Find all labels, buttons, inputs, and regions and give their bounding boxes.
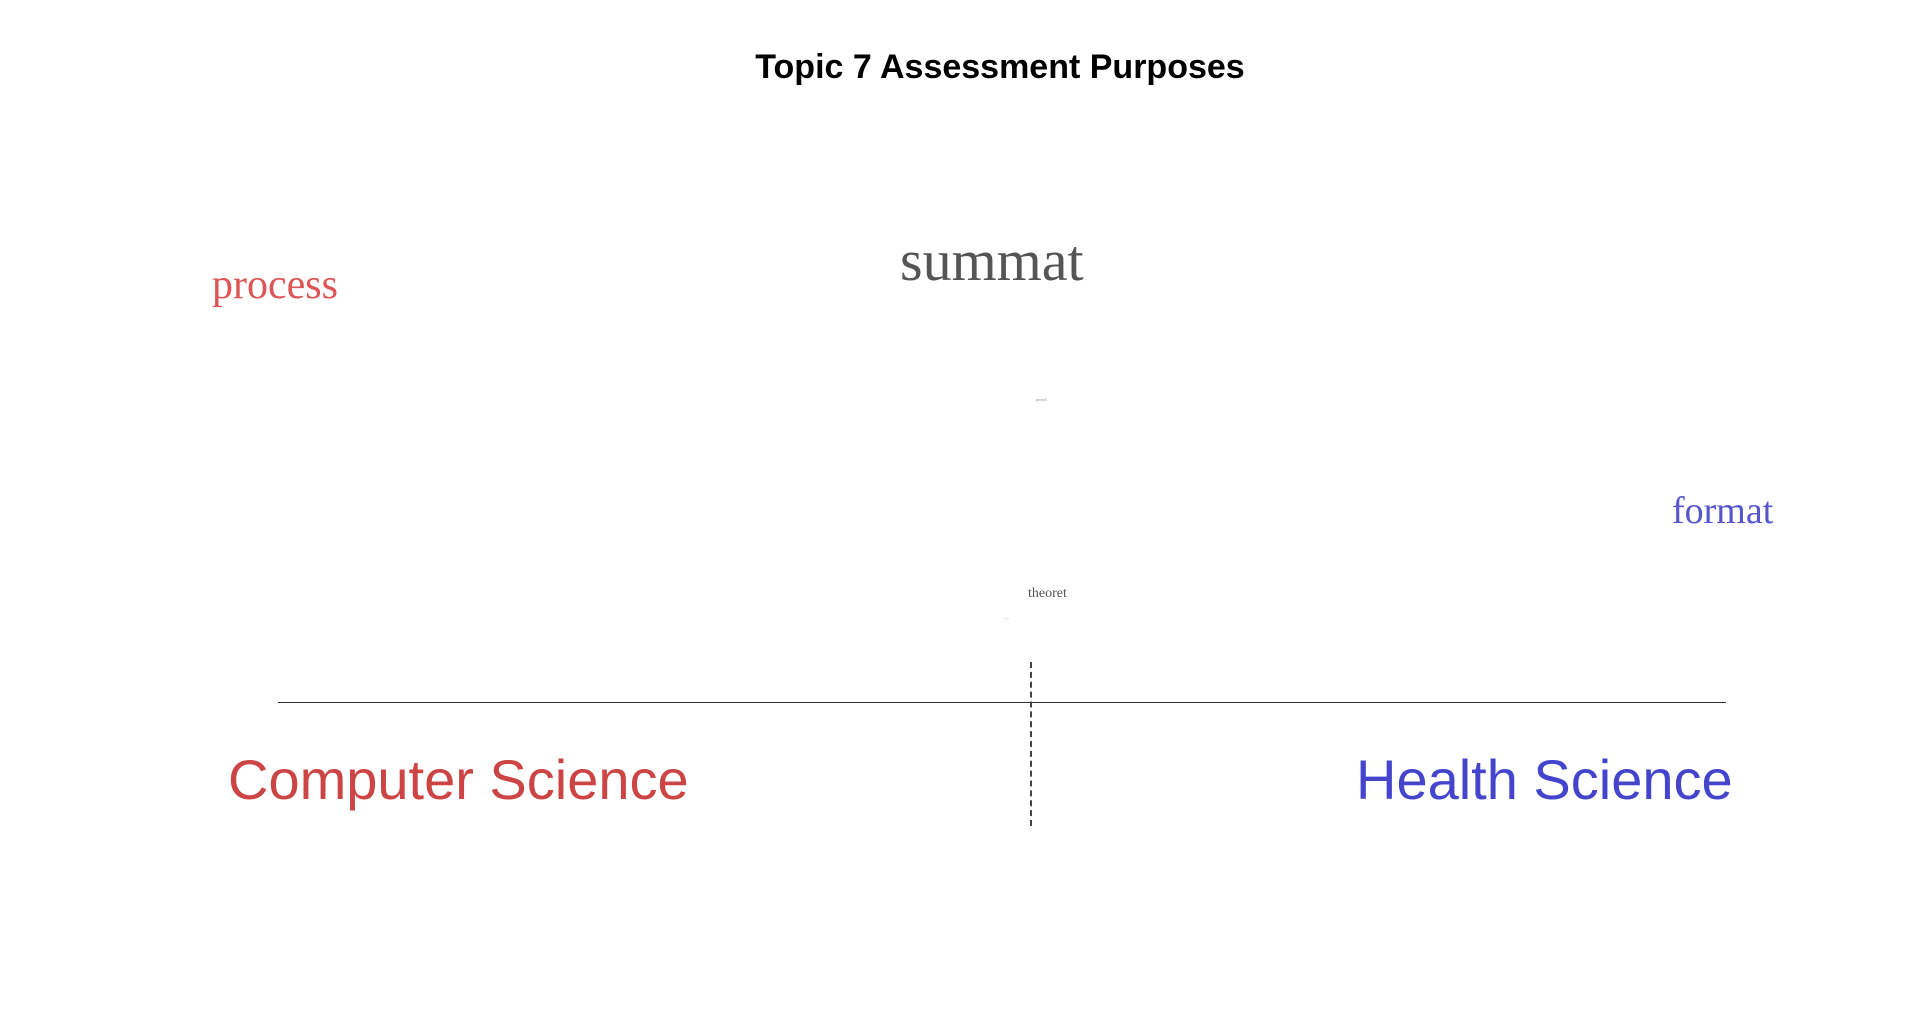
word-tiny-dash: — (1004, 617, 1009, 622)
vertical-divider (1030, 662, 1032, 826)
group-label-computer-science: Computer Science (228, 748, 689, 811)
horizontal-axis (278, 702, 1726, 703)
chart-title: Topic 7 Assessment Purposes (755, 48, 1245, 86)
word-format: format (1672, 490, 1774, 532)
word-theoret: theoret (1028, 586, 1067, 601)
word-process: process (212, 262, 338, 308)
word-summat: summat (900, 228, 1084, 293)
word-provid: provid (1036, 397, 1047, 402)
group-label-health-science: Health Science (1356, 748, 1733, 811)
